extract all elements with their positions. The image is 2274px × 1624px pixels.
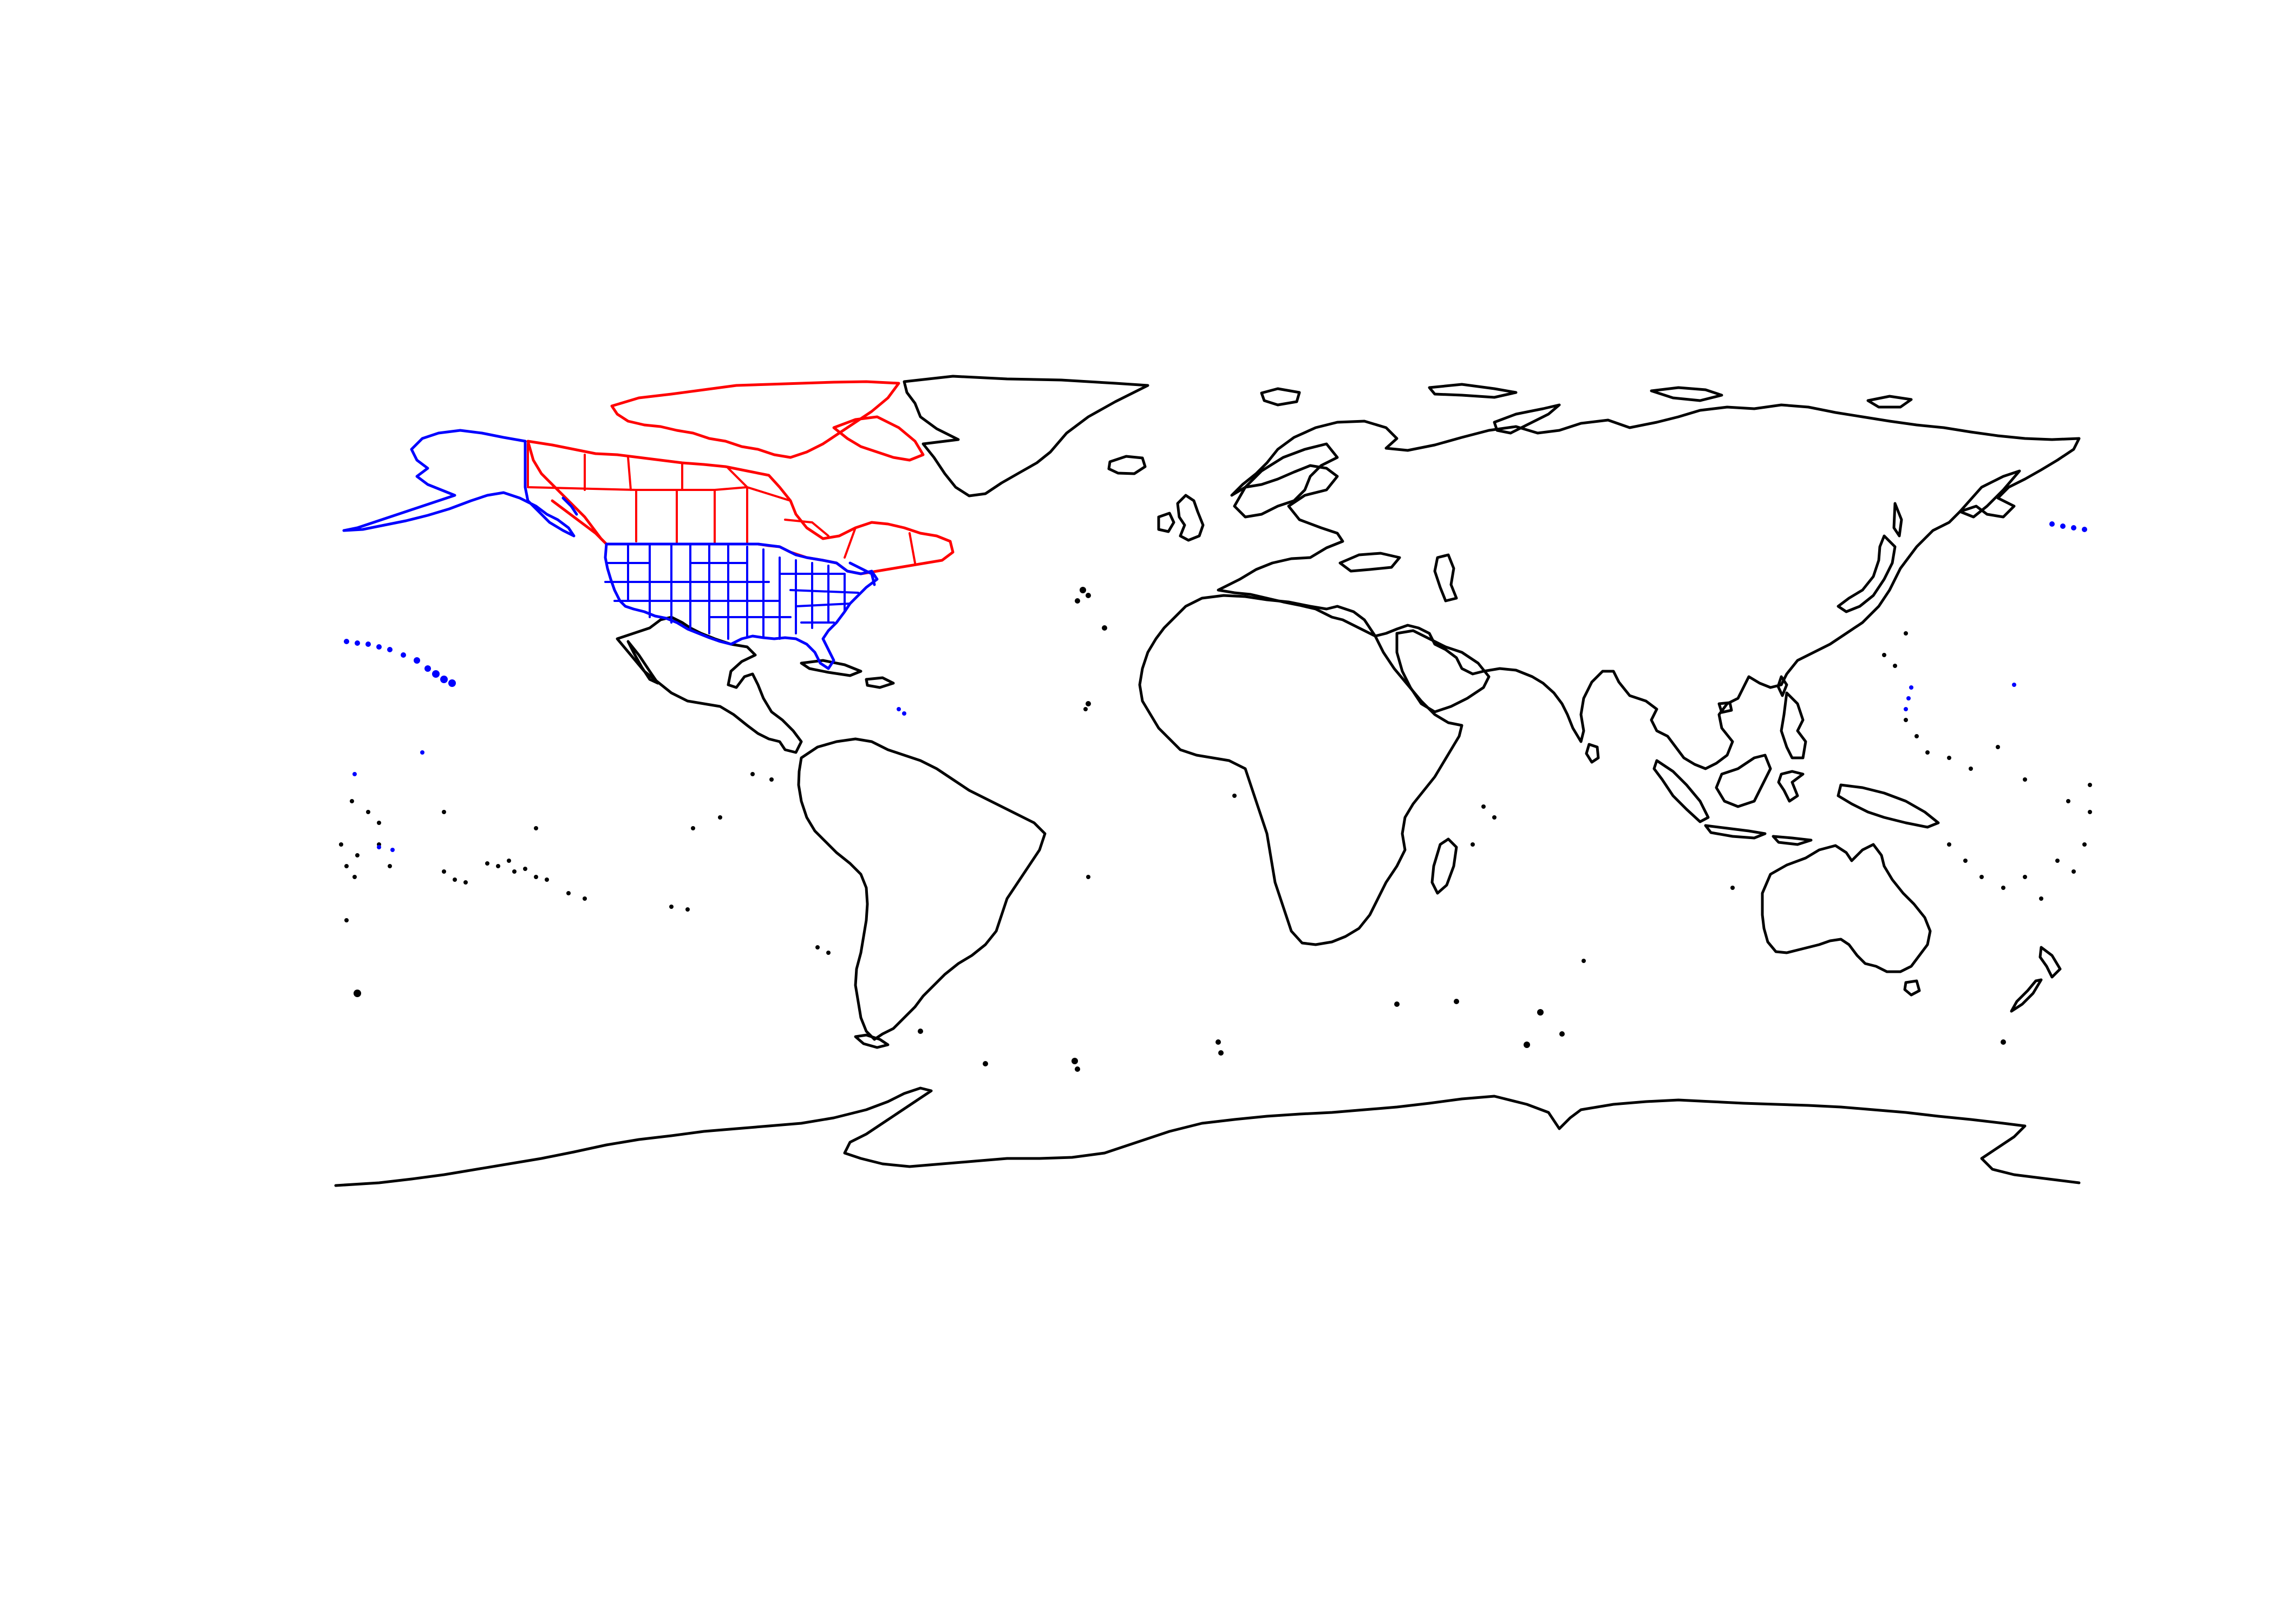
britain-coast — [1176, 494, 1205, 542]
sumatra-coast — [1652, 759, 1710, 823]
franz-josef-coast — [1428, 383, 1518, 399]
new-zealand-north-coast — [2038, 946, 2062, 979]
usa-pacific-islands — [344, 521, 2087, 852]
australia-coast — [1761, 843, 1932, 973]
novaya-zemlya-coast — [1493, 403, 1561, 435]
canada-arctic-islands — [610, 380, 900, 459]
java-coast — [1704, 824, 1767, 840]
greenland-coast — [903, 375, 1149, 497]
madagascar-coast — [1430, 837, 1458, 895]
usa-region — [342, 429, 879, 670]
world-coastlines — [334, 375, 2081, 1187]
hispaniola-coast — [865, 676, 895, 689]
usa-state-borders — [604, 543, 859, 640]
new-zealand-south-coast — [2010, 978, 2043, 1013]
kamchatka-coast — [1958, 469, 2021, 519]
baffin-island-coast — [832, 415, 925, 462]
severnaya-zemlya-coast — [1650, 386, 1723, 402]
alaska-panhandle-dots — [561, 496, 578, 516]
antarctica-coast — [334, 1086, 2081, 1187]
bc-coast — [551, 499, 605, 543]
hainan-coast — [1717, 701, 1733, 714]
canada-province-borders — [527, 443, 916, 564]
new-guinea-coast — [1837, 783, 1940, 829]
alaska-coast — [342, 429, 576, 538]
tierra-del-fuego-coast — [854, 1033, 890, 1049]
philippines-coast — [1780, 691, 1807, 759]
cuba-coast — [800, 659, 862, 677]
usa-mainland-coast — [604, 542, 879, 670]
africa-coast — [1138, 594, 1463, 946]
svalbard-coast — [1260, 387, 1301, 407]
taiwan-coast — [1776, 675, 1788, 697]
caspian-sea-coast — [1433, 553, 1458, 603]
scandinavia-coast — [1233, 442, 1339, 519]
black-sea-coast — [1338, 552, 1401, 573]
baja-coast — [626, 640, 659, 685]
lesser-sunda-coast — [1772, 835, 1813, 846]
usa-east-coast-detail — [848, 561, 876, 586]
iceland-coast — [1107, 455, 1147, 475]
world-small-islands — [339, 587, 2092, 1072]
sulawesi-coast — [1777, 770, 1805, 803]
japan-coast — [1837, 534, 1897, 613]
new-siberian-coast — [1866, 395, 1913, 409]
arabia-coast — [1395, 629, 1491, 713]
canada-mainland-coast — [526, 440, 955, 575]
sri-lanka-coast — [1585, 743, 1600, 764]
sakhalin-coast — [1892, 502, 1903, 538]
south-america-coast — [797, 737, 1047, 1041]
eurasia-coast — [1217, 403, 2081, 770]
borneo-coast — [1715, 754, 1772, 808]
tasmania-coast — [1903, 979, 1921, 997]
ireland-coast — [1157, 512, 1175, 533]
